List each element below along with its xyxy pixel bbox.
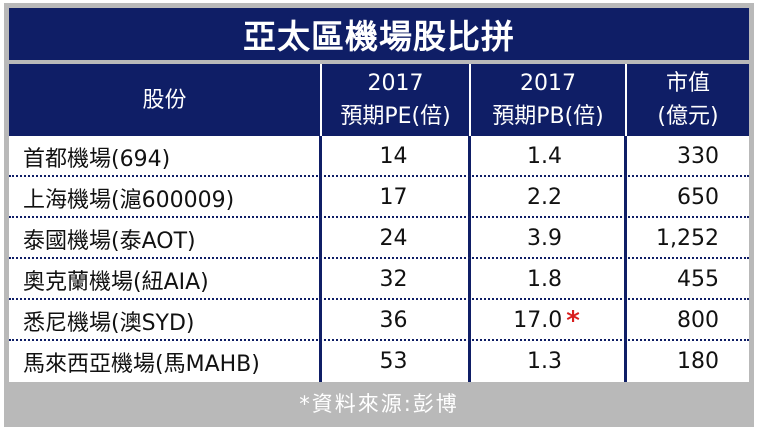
pe-value: 53 xyxy=(379,349,408,374)
table-row: 首都機場(694) 14 1.4 330 xyxy=(9,136,749,177)
column-divider xyxy=(319,136,322,382)
pb-cell: 2.2 xyxy=(470,177,623,218)
pb-value: 17.0 xyxy=(513,308,563,333)
column-divider xyxy=(624,136,627,382)
row-divider xyxy=(9,339,749,341)
pe-value: 36 xyxy=(379,308,408,333)
stock-name: 悉尼機場(澳SYD) xyxy=(23,310,195,336)
title-bar: 亞太區機場股比拼 xyxy=(9,8,749,60)
market-cap-value: 455 xyxy=(677,267,719,292)
pb-cell: 1.8 xyxy=(470,259,623,300)
row-divider xyxy=(9,216,749,218)
table-row: 奧克蘭機場(紐AIA) 32 1.8 455 xyxy=(9,259,749,300)
market-cap-value: 1,252 xyxy=(656,226,719,251)
footnote-star: * xyxy=(566,305,580,336)
source-footnote: *資料來源:彭博 xyxy=(299,392,459,416)
header-pe: 2017 預期PE(倍) xyxy=(322,64,469,136)
pe-value: 14 xyxy=(379,144,408,169)
stock-name: 奧克蘭機場(紐AIA) xyxy=(23,269,209,295)
header-cap-label: 市值 xyxy=(665,71,710,96)
row-divider xyxy=(9,257,749,259)
header-divider xyxy=(625,64,627,136)
header-divider xyxy=(320,64,322,136)
table-card: 亞太區機場股比拼 股份 2017 預期PE(倍) 2017 預期PB(倍) 市值… xyxy=(4,3,754,427)
pe-value: 24 xyxy=(379,226,408,251)
market-cap-value: 330 xyxy=(677,144,719,169)
table-row: 泰國機場(泰AOT) 24 3.9 1,252 xyxy=(9,218,749,259)
row-divider xyxy=(9,298,749,300)
header-stock: 股份 xyxy=(9,64,320,136)
market-cap-value: 180 xyxy=(677,349,719,374)
pb-value: 1.8 xyxy=(527,267,562,292)
header-pb: 2017 預期PB(倍) xyxy=(471,64,625,136)
pe-value: 32 xyxy=(379,267,408,292)
stock-name: 上海機場(滬600009) xyxy=(23,187,235,213)
market-cap-value: 800 xyxy=(677,308,719,333)
header-divider xyxy=(469,64,471,136)
header-cap: 市值 (億元) xyxy=(627,64,749,136)
row-divider xyxy=(9,175,749,177)
pb-cell: 17.0 * xyxy=(470,300,623,341)
table-title: 亞太區機場股比拼 xyxy=(243,17,515,56)
column-divider xyxy=(468,136,471,382)
pb-cell: 3.9 xyxy=(470,218,623,259)
pb-value: 3.9 xyxy=(527,226,562,251)
header-stock-label: 股份 xyxy=(142,87,187,113)
stock-name: 首都機場(694) xyxy=(23,146,171,172)
header-pe-year: 2017 xyxy=(367,71,424,96)
pe-value: 17 xyxy=(379,185,408,210)
header-pe-label: 預期PE(倍) xyxy=(340,104,451,129)
table-body: 首都機場(694) 14 1.4 330 上海機場(滬600009) 17 2.… xyxy=(9,136,749,382)
header-pb-year: 2017 xyxy=(520,71,576,96)
market-cap-value: 650 xyxy=(677,185,719,210)
pb-cell: 1.4 xyxy=(470,136,623,177)
pb-value: 1.3 xyxy=(527,349,562,374)
table-header: 股份 2017 預期PE(倍) 2017 預期PB(倍) 市值 (億元) xyxy=(9,64,749,136)
table-row: 上海機場(滬600009) 17 2.2 650 xyxy=(9,177,749,218)
pb-value: 1.4 xyxy=(527,144,562,169)
table-row: 馬來西亞機場(馬MAHB) 53 1.3 180 xyxy=(9,341,749,382)
stock-name: 泰國機場(泰AOT) xyxy=(23,228,196,254)
stock-name: 馬來西亞機場(馬MAHB) xyxy=(23,351,260,377)
pb-cell: 1.3 xyxy=(470,341,623,382)
header-pb-label: 預期PB(倍) xyxy=(492,104,604,129)
header-cap-unit: (億元) xyxy=(657,104,719,129)
pb-value: 2.2 xyxy=(527,185,562,210)
table-row: 悉尼機場(澳SYD) 36 17.0 * 800 xyxy=(9,300,749,341)
